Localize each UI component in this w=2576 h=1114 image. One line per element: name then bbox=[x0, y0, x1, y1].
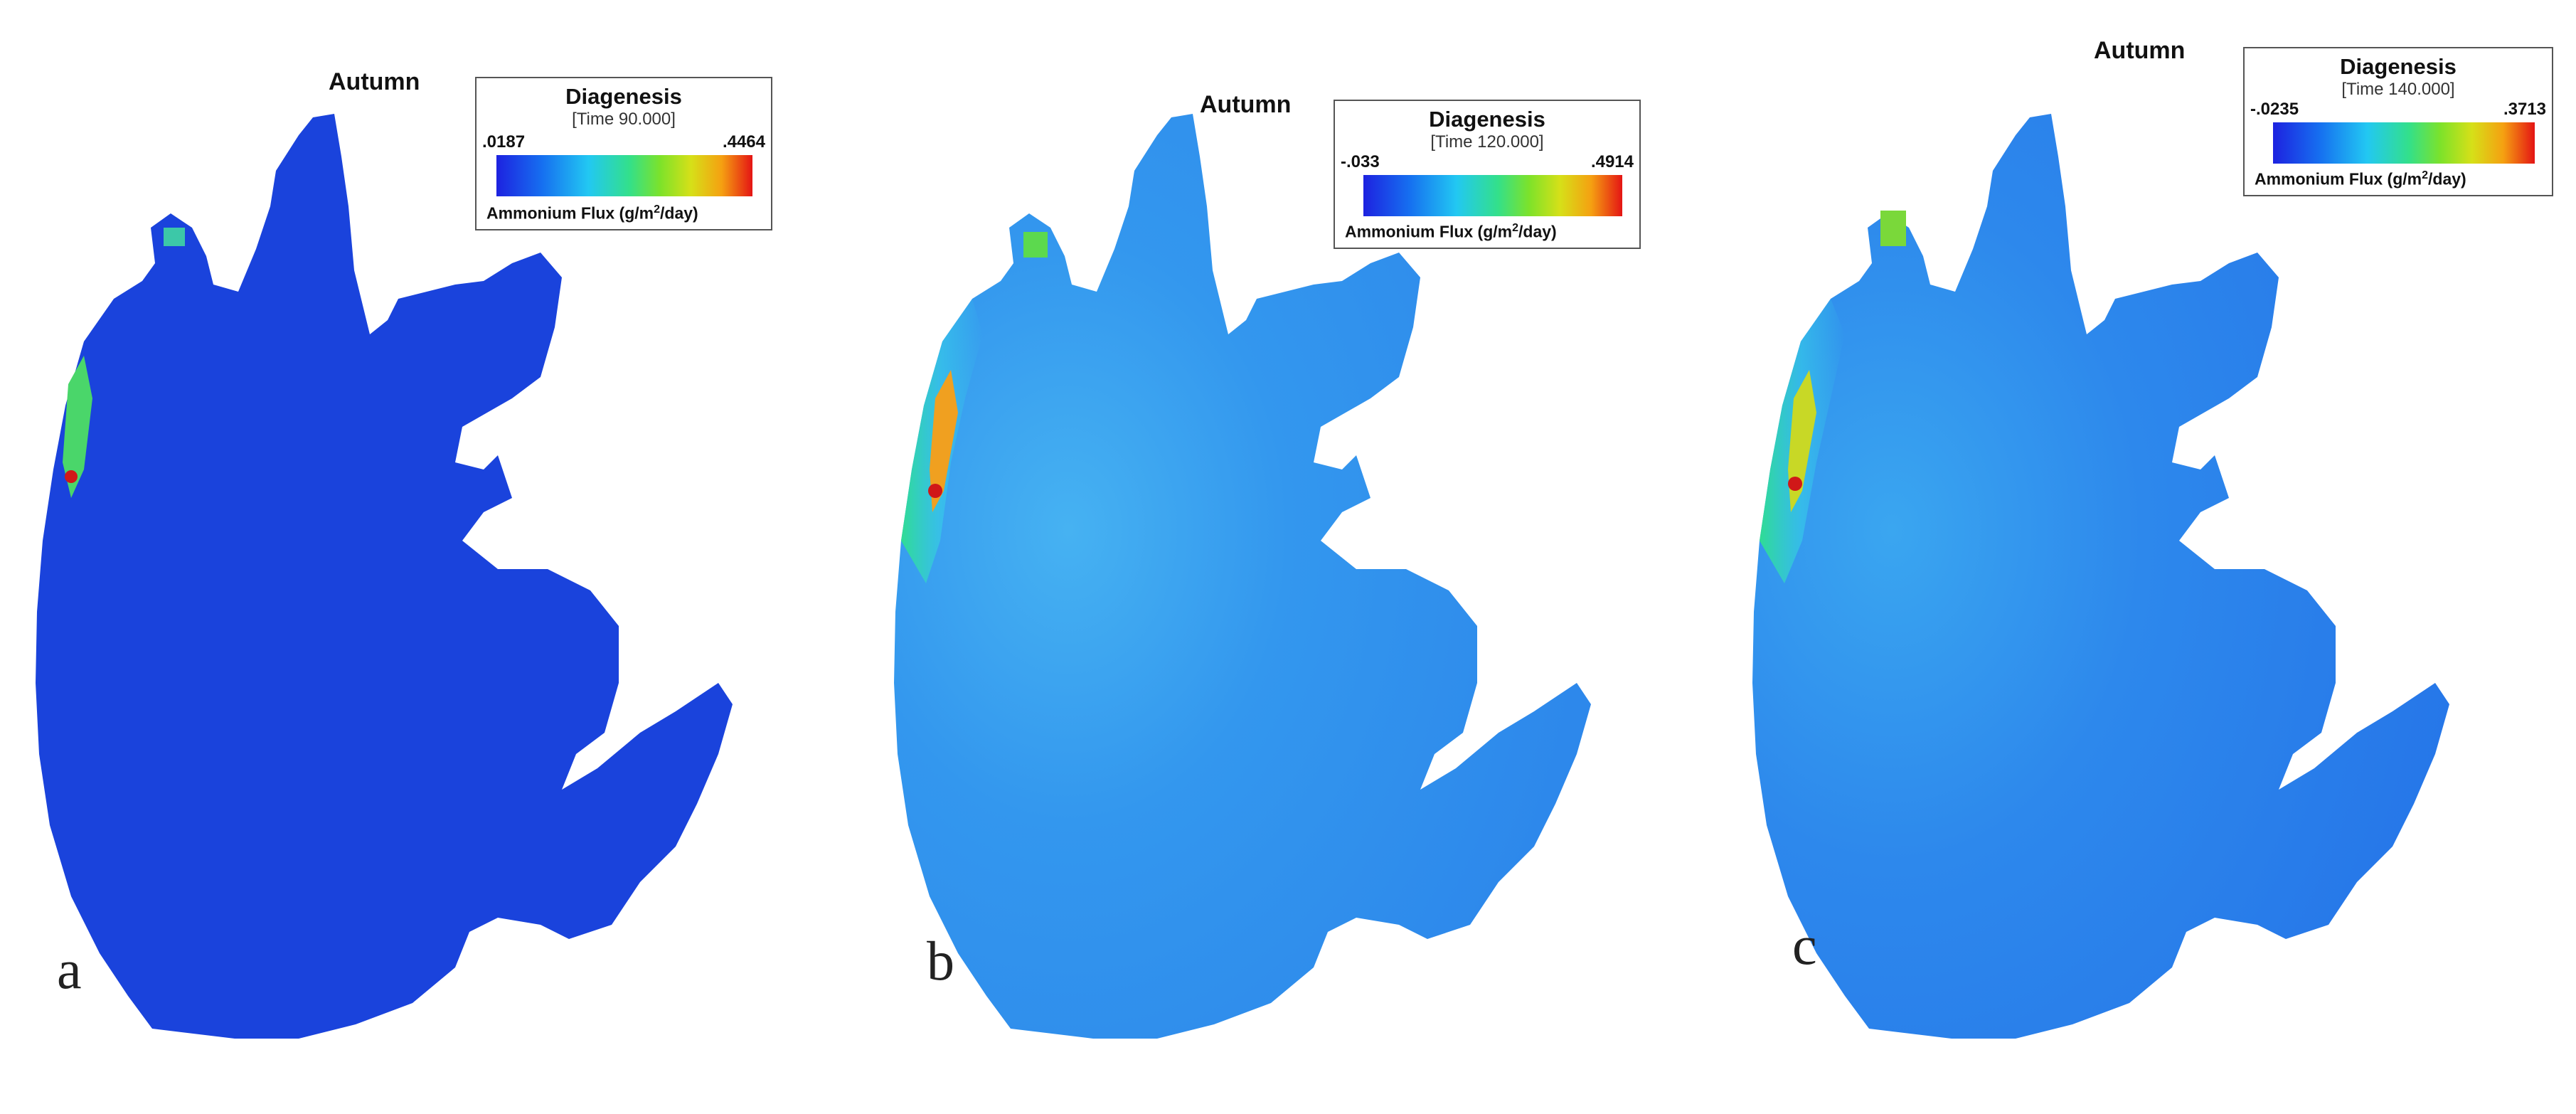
legend-time: [Time 120.000] bbox=[1430, 132, 1544, 152]
legend-unit-label: Ammonium Flux (g/m2/day) bbox=[2255, 169, 2466, 189]
legend-min: .0187 bbox=[482, 132, 526, 152]
colorbar-legend: Diagenesis [Time 90.000] .0187 .4464 Amm… bbox=[475, 77, 772, 230]
colorbar-legend: Diagenesis [Time 140.000] -.0235 .3713 A… bbox=[2243, 47, 2553, 196]
hotspot-red bbox=[1788, 477, 1802, 491]
label-text-end: /day) bbox=[660, 203, 698, 223]
hotspot-red bbox=[65, 470, 78, 483]
lake-map-c bbox=[1752, 114, 2449, 1039]
label-text: Ammonium Flux (g/m bbox=[2255, 169, 2422, 189]
label-text-end: /day) bbox=[1518, 222, 1557, 241]
west-shore-hotspot bbox=[930, 370, 958, 512]
legend-min: -.033 bbox=[1341, 152, 1380, 171]
lake-surface bbox=[36, 114, 733, 1039]
legend-min: -.0235 bbox=[2250, 100, 2299, 119]
panel-letter: b bbox=[927, 930, 954, 992]
legend-time: [Time 90.000] bbox=[572, 110, 676, 129]
label-sup: 2 bbox=[654, 203, 661, 216]
inlet-tip-green bbox=[1023, 232, 1048, 258]
lake-surface bbox=[894, 114, 1591, 1039]
label-sup: 2 bbox=[1512, 222, 1519, 234]
panel-letter: c bbox=[1792, 914, 1817, 976]
legend-max: .4464 bbox=[722, 132, 765, 152]
panel-a: Autumn Diagenesis [Time 90.000] .0187 .4… bbox=[0, 0, 858, 1114]
legend-colorbar bbox=[496, 155, 752, 196]
season-label: Autumn bbox=[1200, 91, 1292, 118]
panel-letter: a bbox=[57, 938, 82, 1000]
hotspot-red bbox=[928, 484, 942, 498]
label-sup: 2 bbox=[2422, 169, 2429, 181]
label-text: Ammonium Flux (g/m bbox=[1345, 222, 1513, 241]
panel-b: Autumn Diagenesis [Time 120.000] -.033 .… bbox=[858, 0, 1717, 1114]
legend-colorbar bbox=[2273, 122, 2535, 164]
season-label: Autumn bbox=[329, 68, 420, 95]
west-shore-hotspot bbox=[63, 356, 92, 498]
legend-title: Diagenesis bbox=[2340, 54, 2457, 79]
legend-colorbar bbox=[1363, 175, 1622, 216]
legend-title: Diagenesis bbox=[1429, 107, 1545, 132]
inlet-tip-green bbox=[1880, 211, 1906, 246]
lake-surface bbox=[1752, 114, 2449, 1039]
lake-map-a bbox=[36, 114, 733, 1039]
legend-max: .3713 bbox=[2503, 100, 2546, 119]
panel-c: Autumn Diagenesis [Time 140.000] -.0235 … bbox=[1717, 0, 2576, 1114]
label-text-end: /day) bbox=[2428, 169, 2466, 189]
inlet-tip-green bbox=[164, 228, 185, 246]
legend-unit-label: Ammonium Flux (g/m2/day) bbox=[1345, 222, 1557, 242]
lake-map-b bbox=[894, 114, 1591, 1039]
legend-time: [Time 140.000] bbox=[2341, 80, 2455, 99]
legend-max: .4914 bbox=[1590, 152, 1634, 171]
legend-unit-label: Ammonium Flux (g/m2/day) bbox=[486, 203, 698, 223]
label-text: Ammonium Flux (g/m bbox=[486, 203, 654, 223]
colorbar-legend: Diagenesis [Time 120.000] -.033 .4914 Am… bbox=[1334, 100, 1641, 249]
legend-title: Diagenesis bbox=[565, 84, 682, 109]
season-label: Autumn bbox=[2094, 37, 2186, 64]
